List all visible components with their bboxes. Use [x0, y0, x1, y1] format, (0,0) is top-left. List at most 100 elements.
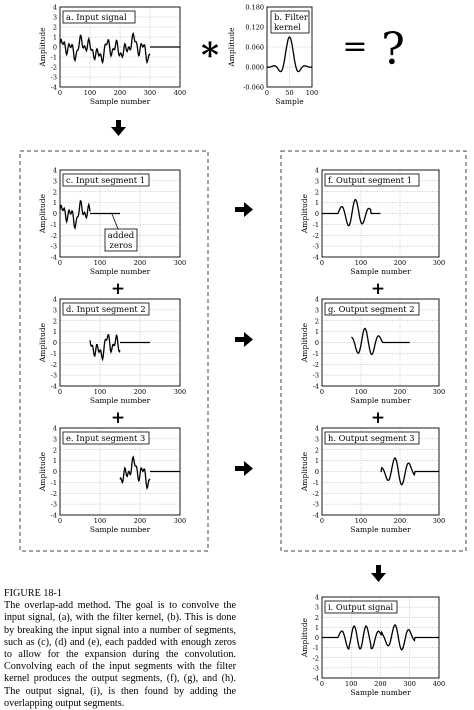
y-tick-label: -4	[313, 254, 319, 262]
y-tick-label: 0	[53, 339, 57, 347]
y-tick-label: 2	[53, 446, 57, 454]
y-tick-label: 2	[53, 317, 57, 325]
panel-title-box	[270, 10, 310, 34]
y-tick-label: 0.120	[245, 24, 264, 32]
equals-symbol: =	[342, 29, 367, 64]
added-zeros-line-1: added	[108, 231, 135, 241]
x-tick-label: 300	[433, 517, 445, 525]
signal-trace	[267, 36, 312, 73]
y-tick-label: 0	[53, 210, 57, 218]
y-axis-label: Amplitude	[38, 451, 47, 492]
x-axis-label: Sample number	[90, 97, 151, 106]
x-tick-label: 0	[265, 89, 269, 97]
added-zeros-note: added zeros	[104, 213, 138, 252]
y-tick-label: 3	[315, 435, 319, 443]
y-tick-label: -4	[313, 675, 319, 683]
x-tick-label: 100	[94, 388, 106, 396]
signal-trace	[351, 327, 410, 356]
y-tick-label: 4	[315, 425, 319, 433]
y-tick-label: -3	[313, 243, 319, 251]
x-tick-label: 200	[134, 388, 146, 396]
y-tick-label: 2	[315, 446, 319, 454]
y-axis-label: Amplitude	[300, 193, 309, 234]
y-tick-label: -1	[313, 479, 319, 487]
caption-body: The overlap-add method. The goal is to c…	[4, 600, 236, 709]
signal-trace	[380, 457, 439, 486]
y-tick-label: 3	[53, 177, 57, 185]
plus-symbol: +	[371, 279, 385, 299]
plot-frame	[59, 169, 181, 258]
y-tick-label: 3	[315, 604, 319, 612]
panel-title: e. Input segment 3	[66, 433, 145, 443]
down-arrow-icon	[111, 120, 126, 136]
panel-title: a. Input signal	[66, 12, 127, 22]
x-tick-label: 100	[355, 388, 367, 396]
y-tick-label: -4	[51, 512, 57, 520]
y-tick-label: 4	[315, 167, 319, 175]
y-tick-label: 3	[53, 435, 57, 443]
y-tick-label: -3	[313, 664, 319, 672]
x-tick-label: 200	[394, 388, 406, 396]
y-tick-label: 4	[315, 296, 319, 304]
x-tick-label: 300	[433, 388, 445, 396]
y-axis-label: Amplitude	[227, 27, 236, 68]
x-tick-label: 50	[285, 89, 293, 97]
x-tick-label: 200	[134, 517, 146, 525]
y-tick-label: -1	[51, 350, 57, 358]
x-tick-label: 100	[94, 517, 106, 525]
y-tick-label: 0.060	[245, 44, 264, 52]
y-tick-label: 3	[315, 177, 319, 185]
panel-title-box	[62, 431, 150, 445]
input-segments-dashed-box	[19, 150, 209, 552]
y-tick-label: 4	[53, 425, 57, 433]
signal-trace	[89, 333, 121, 362]
plot-frame	[59, 298, 181, 387]
y-tick-label: 3	[53, 14, 57, 22]
x-axis-label: Sample number	[350, 396, 411, 405]
y-axis-label: Amplitude	[300, 451, 309, 492]
y-tick-label: -1	[51, 54, 57, 62]
signal-trace	[322, 624, 439, 651]
y-tick-label: 2	[53, 24, 57, 32]
y-tick-label: -2	[313, 232, 319, 240]
panel-title-box	[324, 600, 398, 614]
x-tick-label: 200	[394, 259, 406, 267]
y-tick-label: -4	[313, 512, 319, 520]
y-tick-label: 2	[315, 614, 319, 622]
panel-title-box	[324, 173, 420, 187]
x-tick-label: 0	[58, 388, 62, 396]
x-axis-label: Sample number	[90, 525, 151, 534]
x-tick-label: 300	[174, 259, 186, 267]
x-axis-label: Sample number	[350, 267, 411, 276]
y-tick-label: -4	[51, 383, 57, 391]
panel-title-box	[324, 302, 420, 316]
x-tick-label: 100	[94, 259, 106, 267]
x-axis-label: Sample number	[90, 267, 151, 276]
x-tick-label: 0	[320, 680, 324, 688]
signal-trace	[59, 199, 91, 231]
panel-title: g. Output segment 2	[328, 304, 415, 314]
y-tick-label: 4	[53, 296, 57, 304]
plus-symbol: +	[111, 408, 125, 428]
x-tick-label: 100	[355, 517, 367, 525]
signal-trace	[119, 455, 151, 490]
signal-trace	[59, 31, 151, 65]
x-tick-label: 100	[306, 89, 318, 97]
panel-title: h. Output segment 3	[328, 433, 415, 443]
question-mark: ?	[381, 24, 405, 75]
panel-title-box	[62, 10, 136, 24]
y-tick-label: -3	[313, 372, 319, 380]
panel-title: kernel	[274, 22, 301, 32]
y-tick-label: -4	[313, 383, 319, 391]
y-tick-label: 0	[315, 210, 319, 218]
y-tick-label: -3	[313, 501, 319, 509]
y-tick-label: 1	[315, 457, 319, 465]
x-tick-label: 200	[394, 517, 406, 525]
x-axis-label: Sample	[275, 97, 304, 106]
